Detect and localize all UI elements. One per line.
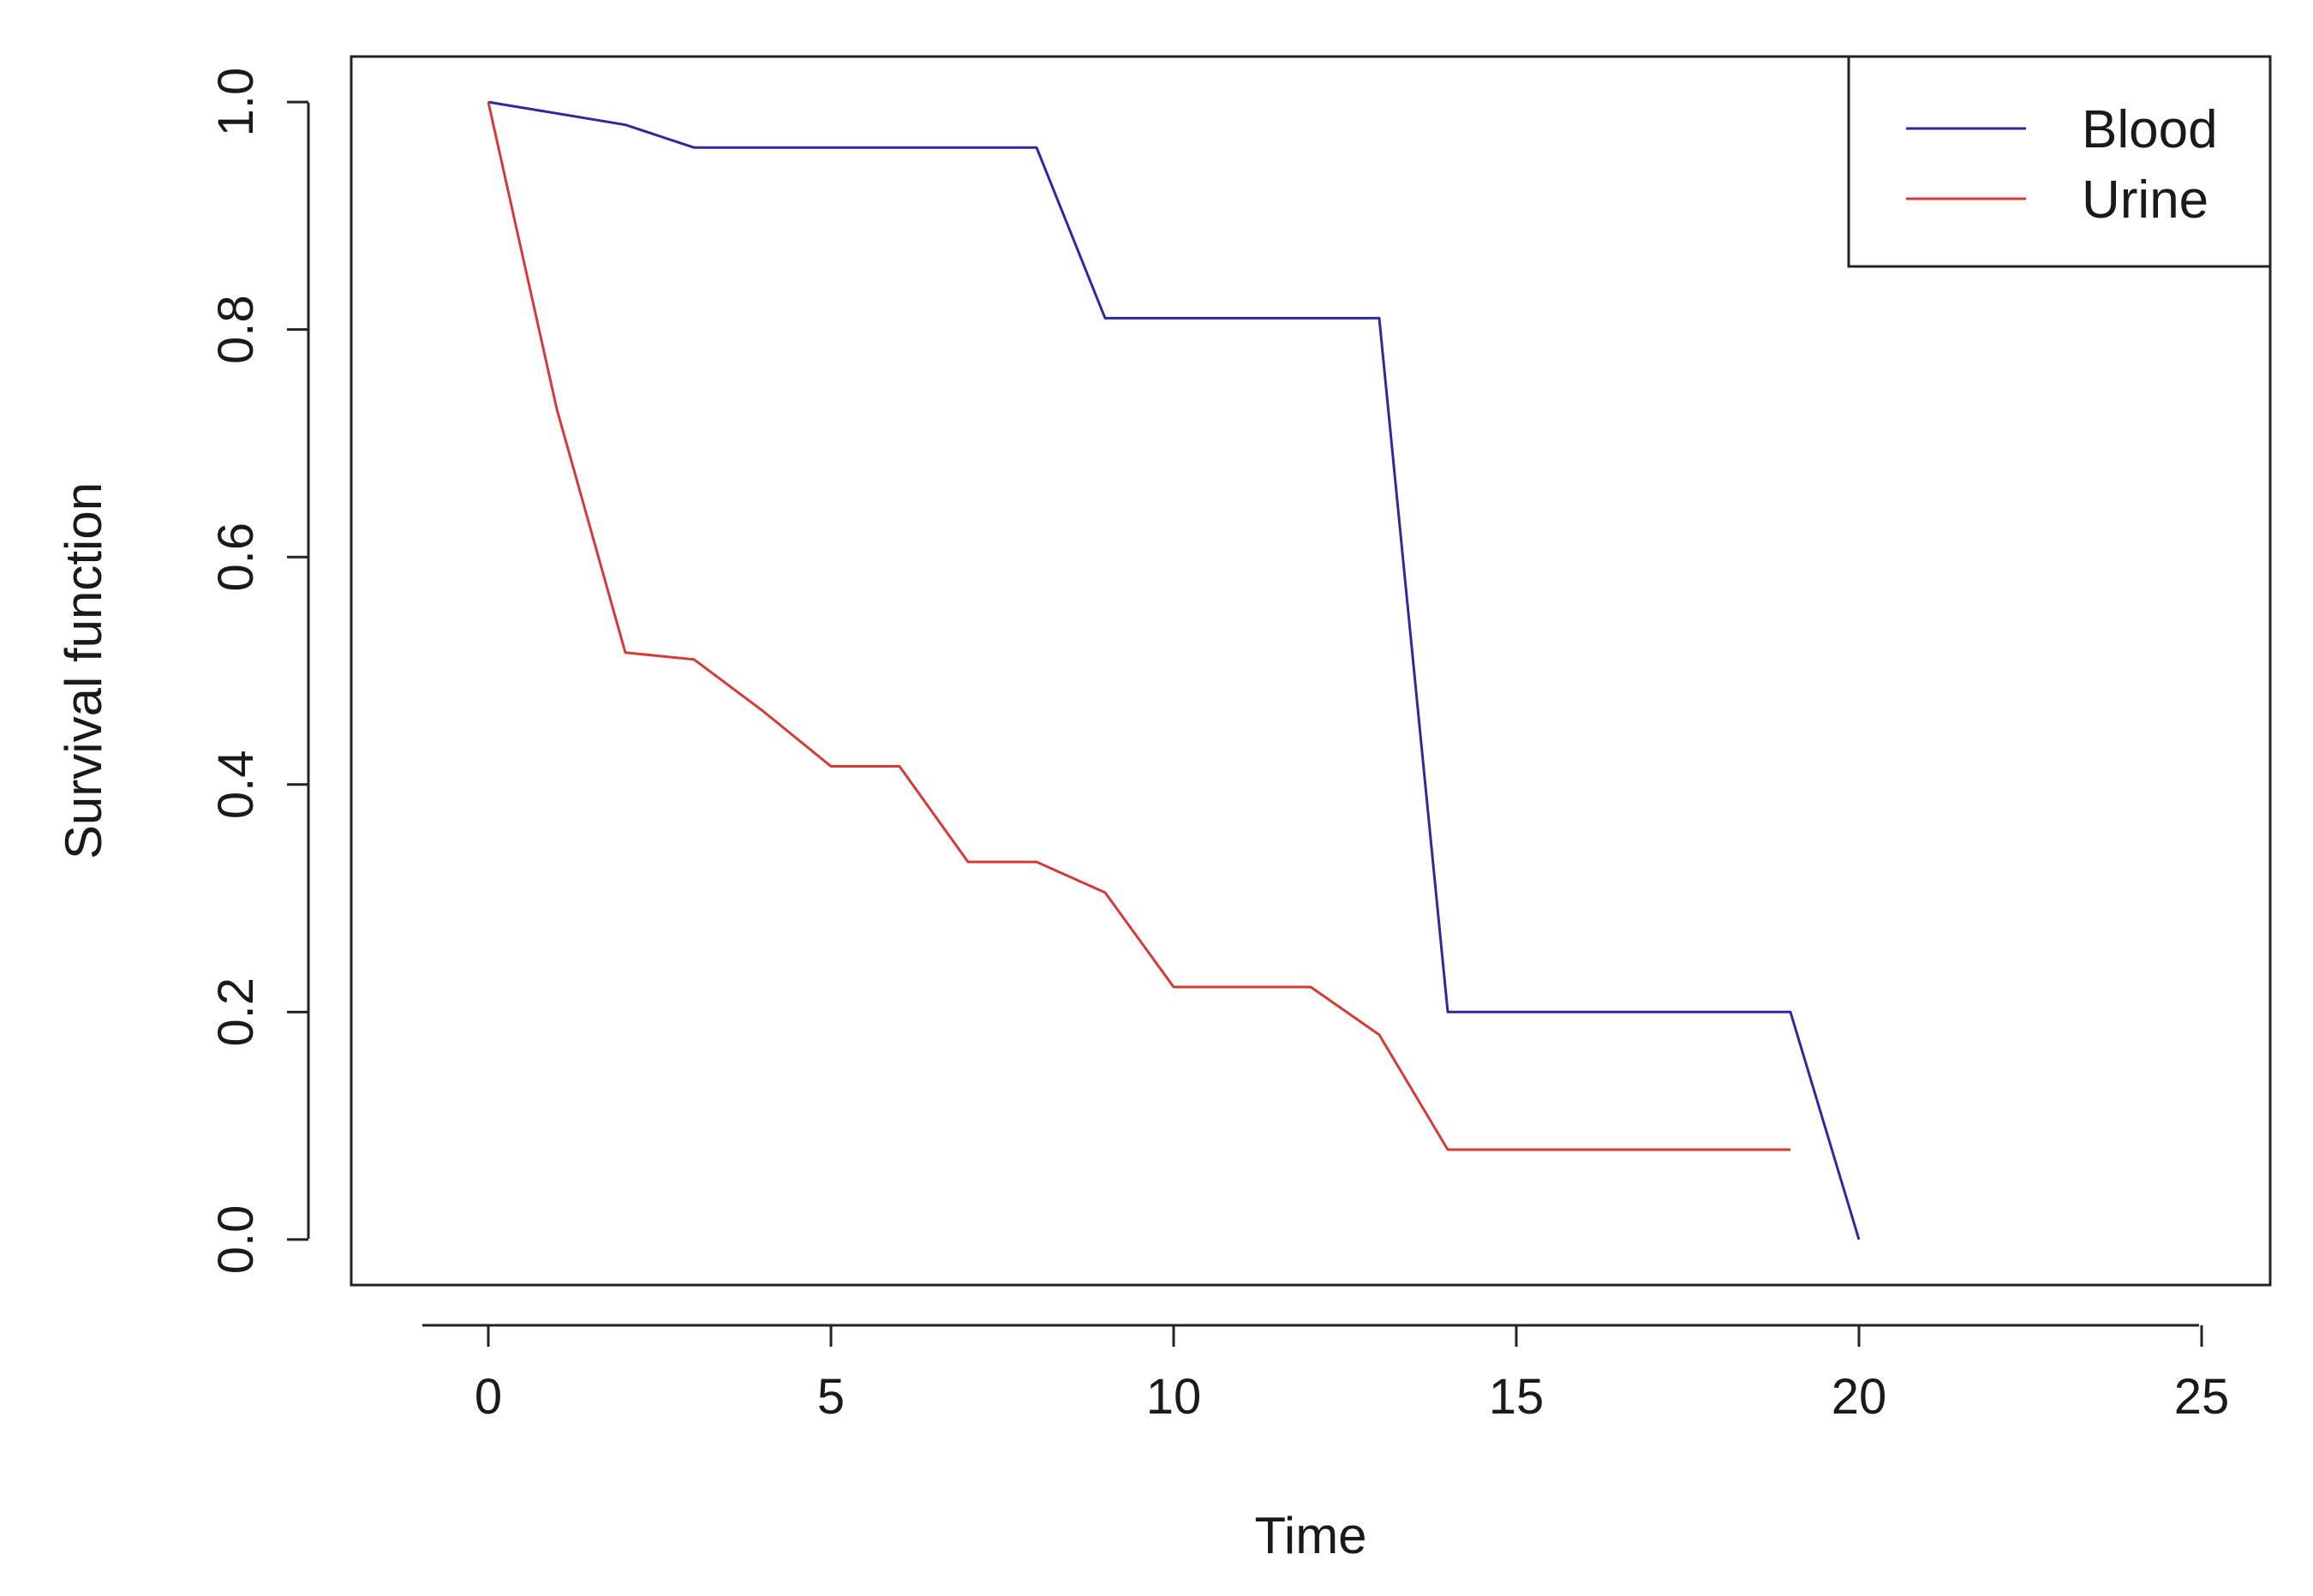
y-tick-label: 0.0 — [208, 1205, 264, 1275]
series-layer — [487, 100, 1861, 1240]
legend-items: Blood Urine — [1906, 100, 2218, 230]
plot-frame — [350, 55, 2272, 1287]
x-tick-label: 25 — [2174, 1369, 2230, 1425]
x-axis: 0 5 10 15 20 25 — [422, 1324, 2230, 1425]
y-axis-label: Survival function — [55, 482, 112, 859]
x-tick-label: 15 — [1489, 1369, 1545, 1425]
y-axis: 0.0 0.2 0.4 0.6 0.8 1.0 — [208, 68, 310, 1275]
legend-box — [1847, 55, 2272, 268]
series-line-urine — [487, 101, 1790, 1151]
y-tick-label: 0.4 — [208, 750, 264, 819]
y-tick-label: 1.0 — [208, 68, 264, 137]
series-line-blood — [487, 100, 1861, 1240]
legend-label-urine: Urine — [2082, 170, 2208, 230]
x-axis-label: Time — [1254, 1507, 1366, 1564]
legend: Blood Urine — [1847, 55, 2272, 268]
x-tick-label: 20 — [1832, 1369, 1887, 1425]
y-tick-label: 0.8 — [208, 295, 264, 364]
legend-label-blood: Blood — [2082, 100, 2218, 159]
y-tick-label: 0.2 — [208, 977, 264, 1047]
x-tick-label: 0 — [475, 1369, 502, 1425]
y-tick-label: 0.6 — [208, 523, 264, 592]
x-tick-label: 5 — [817, 1369, 845, 1425]
x-tick-label: 10 — [1146, 1369, 1202, 1425]
